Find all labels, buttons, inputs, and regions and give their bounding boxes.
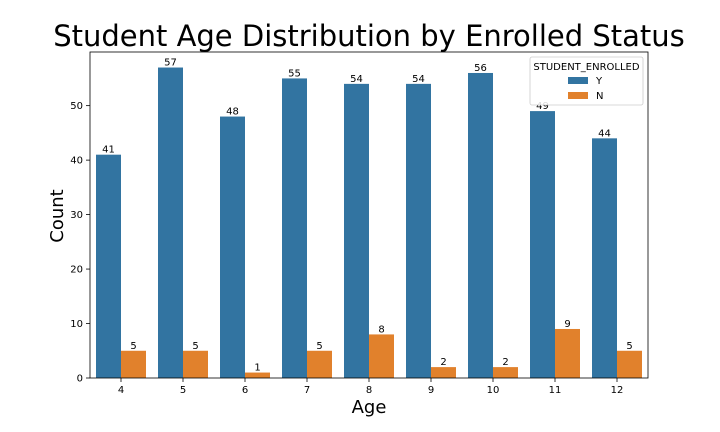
data-label-Y-6: 48: [226, 107, 239, 118]
data-label-N-12: 5: [626, 341, 632, 352]
bar-N-6: [245, 372, 270, 378]
x-tick-label: 12: [611, 385, 624, 396]
bar-Y-8: [344, 83, 369, 379]
data-label-N-8: 8: [378, 324, 384, 335]
y-tick-label: 40: [70, 156, 83, 167]
data-label-Y-4: 41: [102, 145, 115, 156]
legend: STUDENT_ENROLLED YN: [529, 56, 644, 106]
y-tick-label: 0: [77, 374, 83, 385]
data-label-Y-9: 54: [412, 74, 425, 85]
bar-N-11: [555, 328, 580, 378]
data-label-Y-7: 55: [288, 68, 301, 79]
x-tick-label: 4: [118, 385, 124, 396]
y-tick-label: 30: [70, 210, 83, 221]
bar-Y-5: [158, 67, 183, 379]
bar-Y-9: [406, 83, 431, 379]
data-label-N-6: 1: [254, 363, 260, 374]
x-axis-label: Age: [352, 397, 387, 418]
data-label-Y-10: 56: [474, 63, 487, 74]
x-tick-label: 6: [242, 385, 248, 396]
legend-swatch-Y: [568, 77, 588, 84]
x-tick-label: 9: [428, 385, 434, 396]
data-label-N-4: 5: [130, 341, 136, 352]
bar-Y-10: [468, 72, 493, 378]
x-tick-label: 5: [180, 385, 186, 396]
legend-label-N: N: [596, 91, 603, 102]
bar-N-10: [493, 367, 518, 378]
data-label-Y-11: 49: [536, 101, 549, 112]
x-tick-label: 11: [549, 385, 562, 396]
bar-Y-4: [96, 154, 121, 378]
bar-Y-7: [282, 78, 307, 378]
bar-N-4: [121, 350, 146, 378]
legend-swatch-N: [568, 92, 588, 99]
bar-Y-12: [592, 138, 617, 378]
bar-N-7: [307, 350, 332, 378]
data-label-Y-5: 57: [164, 58, 177, 69]
bar-N-12: [617, 350, 642, 378]
y-axis-label: Count: [47, 189, 68, 242]
data-label-Y-12: 44: [598, 128, 611, 139]
chart-title: Student Age Distribution by Enrolled Sta…: [53, 19, 685, 53]
data-label-N-9: 2: [440, 357, 446, 368]
data-label-N-10: 2: [502, 357, 508, 368]
y-tick-label: 10: [70, 319, 83, 330]
data-label-N-7: 5: [316, 341, 322, 352]
x-tick-label: 10: [487, 385, 500, 396]
y-tick-label: 50: [70, 101, 83, 112]
legend-title: STUDENT_ENROLLED: [533, 62, 639, 73]
x-tick-label: 7: [304, 385, 310, 396]
bar-Y-6: [220, 116, 245, 379]
x-tick-label: 8: [366, 385, 372, 396]
bar-N-5: [183, 350, 208, 378]
bar-N-8: [369, 334, 394, 378]
legend-label-Y: Y: [595, 76, 603, 87]
data-label-Y-8: 54: [350, 74, 363, 85]
data-label-N-11: 9: [564, 319, 570, 330]
bar-Y-11: [530, 111, 555, 378]
data-label-N-5: 5: [192, 341, 198, 352]
bar-N-9: [431, 367, 456, 378]
y-tick-label: 20: [70, 265, 83, 276]
